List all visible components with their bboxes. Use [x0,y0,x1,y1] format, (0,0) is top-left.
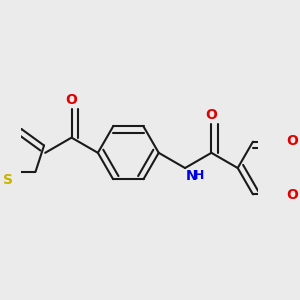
Text: S: S [2,173,13,188]
Text: H: H [194,169,204,182]
Text: O: O [286,134,298,148]
Text: O: O [66,93,77,107]
Text: O: O [206,108,217,122]
Text: N: N [186,169,197,183]
Text: O: O [286,188,298,203]
